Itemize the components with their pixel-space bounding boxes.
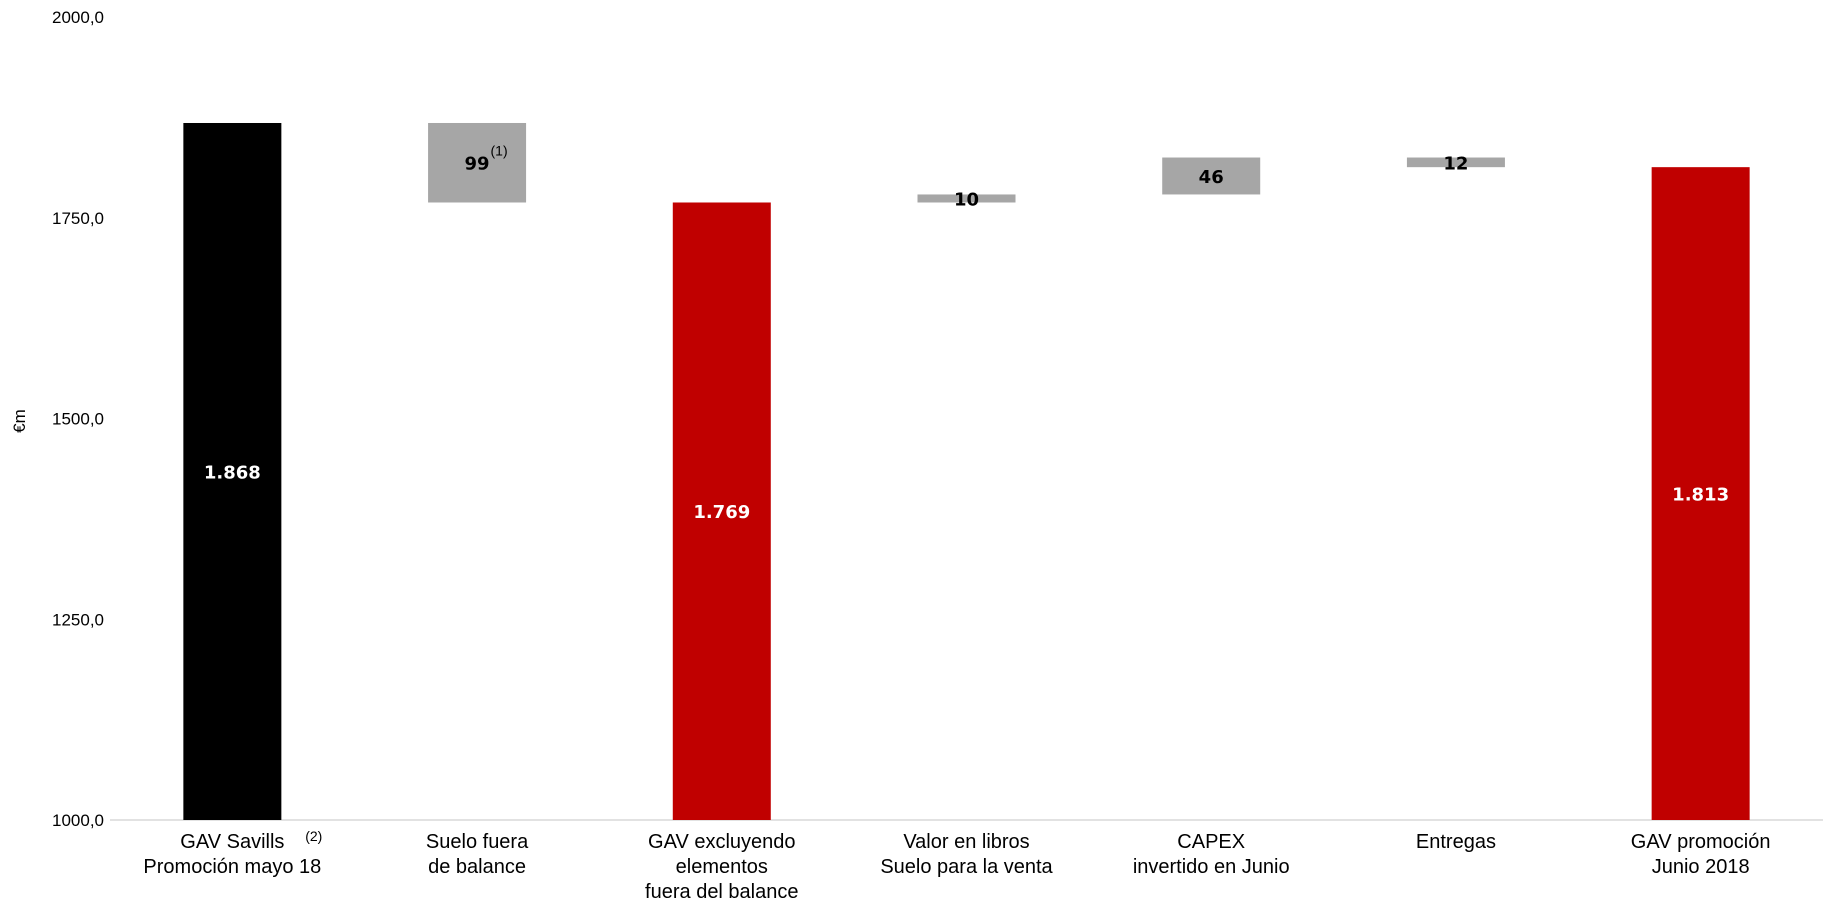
category-label: Suelo para la venta (880, 856, 1053, 878)
category-labels: GAV Savills (2) Promoción mayo 18 Suelo fue… (143, 828, 1770, 902)
category-label: invertido en Junio (1133, 856, 1290, 878)
bar-value-label: 99 (465, 154, 490, 175)
category-label: CAPEX (1177, 831, 1245, 853)
y-axis-label: €m (10, 409, 29, 433)
bar-value-label: 1.868 (204, 462, 261, 483)
category-label: Entregas (1416, 831, 1496, 853)
bar-value-label: 10 (954, 189, 979, 210)
category-label: Promoción mayo 18 (143, 856, 321, 878)
bar-value-label: 46 (1199, 167, 1224, 188)
bar-0 (183, 122, 282, 821)
y-tick-label: 2000,0 (52, 8, 104, 27)
category-label: fuera del balance (645, 881, 798, 902)
bar-5 (1406, 157, 1505, 168)
category-label: Junio 2018 (1652, 856, 1750, 878)
bar-1 (428, 122, 527, 203)
bar-value-label: 1.813 (1672, 485, 1729, 506)
category-label: GAV excluyendo (648, 831, 796, 853)
y-tick-label: 1500,0 (52, 410, 104, 429)
y-tick-label: 1250,0 (52, 610, 104, 629)
category-label: GAV promoción (1631, 831, 1771, 853)
y-tick-label: 1750,0 (52, 209, 104, 228)
bar-value-label: 1.769 (693, 502, 750, 523)
bar-6 (1651, 167, 1750, 820)
y-tick-label: 1000,0 (52, 811, 104, 830)
category-label: Valor en libros (903, 831, 1029, 853)
y-axis: 1000,0 1250,0 1500,0 1750,0 2000,0 (52, 8, 104, 830)
bar-4 (1162, 157, 1261, 195)
bar-value-label: 12 (1443, 153, 1468, 174)
category-label: de balance (428, 856, 526, 878)
bars: 1.868 99(1) 1.769 10 46 12 1.813 (183, 122, 1750, 821)
footnote-marker: (1) (491, 143, 508, 159)
category-label: elementos (676, 856, 768, 878)
bar-2 (672, 202, 771, 821)
category-label: GAV Savills (180, 831, 284, 853)
bar-3 (917, 194, 1016, 203)
category-label: Suelo fuera (426, 831, 529, 853)
footnote-marker: (2) (305, 828, 322, 844)
